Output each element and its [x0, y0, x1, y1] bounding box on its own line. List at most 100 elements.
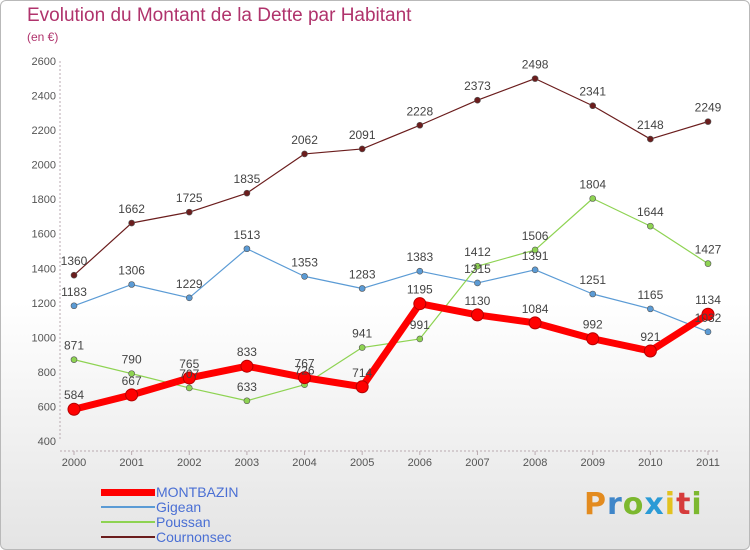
data-label-poussan: 633	[237, 380, 257, 394]
logo-letter: i	[691, 487, 703, 522]
x-tick-label: 2001	[119, 457, 143, 469]
y-tick-label: 1600	[32, 229, 56, 241]
data-label-gigean: 1283	[349, 267, 376, 281]
data-point-montbazin	[298, 371, 312, 385]
data-point-montbazin	[643, 344, 657, 358]
data-label-cournonsec: 2249	[695, 101, 722, 115]
data-point-gigean	[531, 266, 539, 274]
data-point-montbazin	[182, 371, 196, 385]
data-point-poussan	[243, 397, 251, 405]
data-label-montbazin: 992	[583, 318, 603, 332]
x-tick-label: 2007	[465, 457, 489, 469]
logo-letter: P	[584, 487, 607, 522]
data-label-cournonsec: 2341	[579, 85, 606, 99]
data-label-gigean: 1315	[464, 262, 491, 276]
y-tick-label: 1800	[32, 194, 56, 206]
data-point-gigean	[474, 279, 481, 287]
data-label-montbazin: 1134	[695, 293, 721, 307]
data-label-poussan: 1644	[637, 205, 664, 219]
y-tick-label: 2000	[32, 160, 56, 172]
data-point-gigean	[647, 305, 654, 313]
data-point-gigean	[70, 302, 78, 310]
data-label-montbazin: 767	[295, 357, 315, 371]
legend-label: MONTBAZIN	[156, 484, 239, 500]
data-point-cournonsec	[243, 189, 251, 197]
y-tick-label: 1400	[32, 263, 56, 275]
series-line-montbazin	[73, 300, 710, 413]
data-label-poussan: 1804	[579, 177, 606, 191]
data-point-montbazin	[125, 388, 139, 402]
data-label-gigean: 1513	[234, 228, 261, 242]
data-point-cournonsec	[647, 135, 654, 143]
data-label-cournonsec: 1725	[176, 191, 203, 205]
data-label-cournonsec: 1662	[118, 202, 145, 216]
data-label-cournonsec: 2228	[406, 104, 433, 118]
data-label-gigean: 1165	[637, 288, 663, 302]
data-label-poussan: 1412	[464, 245, 491, 259]
data-label-cournonsec: 2148	[637, 118, 664, 132]
data-point-gigean	[416, 267, 424, 275]
data-point-poussan	[647, 222, 654, 230]
data-point-cournonsec	[589, 102, 597, 110]
y-tick-label: 2400	[32, 91, 56, 103]
data-label-poussan: 1427	[695, 243, 722, 257]
x-tick-label: 2004	[292, 457, 316, 469]
data-point-montbazin	[528, 316, 542, 330]
chart-subtitle: (en €)	[27, 30, 59, 44]
x-tick-label: 2006	[408, 457, 432, 469]
series-line-gigean	[73, 248, 709, 333]
y-tick-label: 2200	[32, 125, 56, 137]
data-label-poussan: 871	[64, 339, 84, 353]
data-label-poussan: 726	[295, 364, 315, 378]
logo-letter: i	[664, 487, 677, 522]
legend-swatch-montbazin	[101, 489, 155, 496]
data-point-poussan	[589, 195, 597, 202]
chart-title: Evolution du Montant de la Dette par Hab…	[27, 5, 412, 26]
logo-letter: r	[607, 487, 623, 522]
legend-swatch-gigean	[101, 506, 155, 508]
x-tick-label: 2010	[638, 457, 662, 469]
data-label-montbazin: 1195	[407, 283, 433, 297]
data-point-cournonsec	[474, 96, 481, 104]
data-label-poussan: 991	[410, 318, 430, 332]
legend-swatch-cournonsec	[101, 536, 155, 538]
data-point-gigean	[589, 290, 597, 298]
logo-letter: t	[676, 487, 692, 522]
legend-label: Gigean	[156, 499, 202, 515]
data-label-gigean: 1229	[176, 277, 203, 291]
data-point-montbazin	[355, 380, 369, 394]
logo-letter: x	[644, 487, 665, 522]
x-tick-label: 2008	[523, 457, 547, 469]
data-label-montbazin: 765	[179, 357, 199, 371]
data-label-montbazin: 833	[237, 345, 257, 359]
data-label-cournonsec: 2373	[464, 79, 491, 93]
data-point-poussan	[358, 344, 366, 351]
data-point-poussan	[185, 384, 193, 392]
data-label-gigean: 1383	[406, 250, 433, 264]
data-point-montbazin	[701, 307, 715, 321]
data-point-montbazin	[586, 332, 600, 346]
data-label-poussan: 707	[179, 367, 199, 381]
data-point-cournonsec	[531, 75, 539, 82]
data-label-montbazin: 714	[352, 366, 372, 380]
data-label-gigean: 1183	[61, 285, 87, 299]
data-point-cournonsec	[185, 208, 193, 216]
y-tick-label: 2600	[32, 56, 56, 68]
legend-label: Cournonsec	[156, 529, 232, 545]
data-point-gigean	[301, 273, 308, 280]
data-label-gigean: 1353	[291, 255, 318, 269]
x-tick-label: 2002	[177, 457, 201, 469]
data-point-poussan	[128, 370, 135, 377]
data-point-cournonsec	[128, 219, 135, 227]
data-labels: 1360 1662 1725 1835 2062 2091 2228 2373 2498 2341…	[61, 58, 722, 403]
legend-label: Poussan	[156, 514, 211, 530]
legend-swatch-poussan	[101, 521, 155, 523]
data-label-cournonsec: 2091	[349, 128, 376, 142]
data-label-cournonsec: 2498	[522, 58, 549, 72]
data-label-gigean: 1306	[118, 264, 145, 278]
data-point-poussan	[474, 262, 481, 270]
data-label-montbazin: 921	[640, 330, 660, 344]
data-label-gigean: 1032	[695, 311, 722, 325]
data-point-montbazin	[240, 359, 254, 373]
